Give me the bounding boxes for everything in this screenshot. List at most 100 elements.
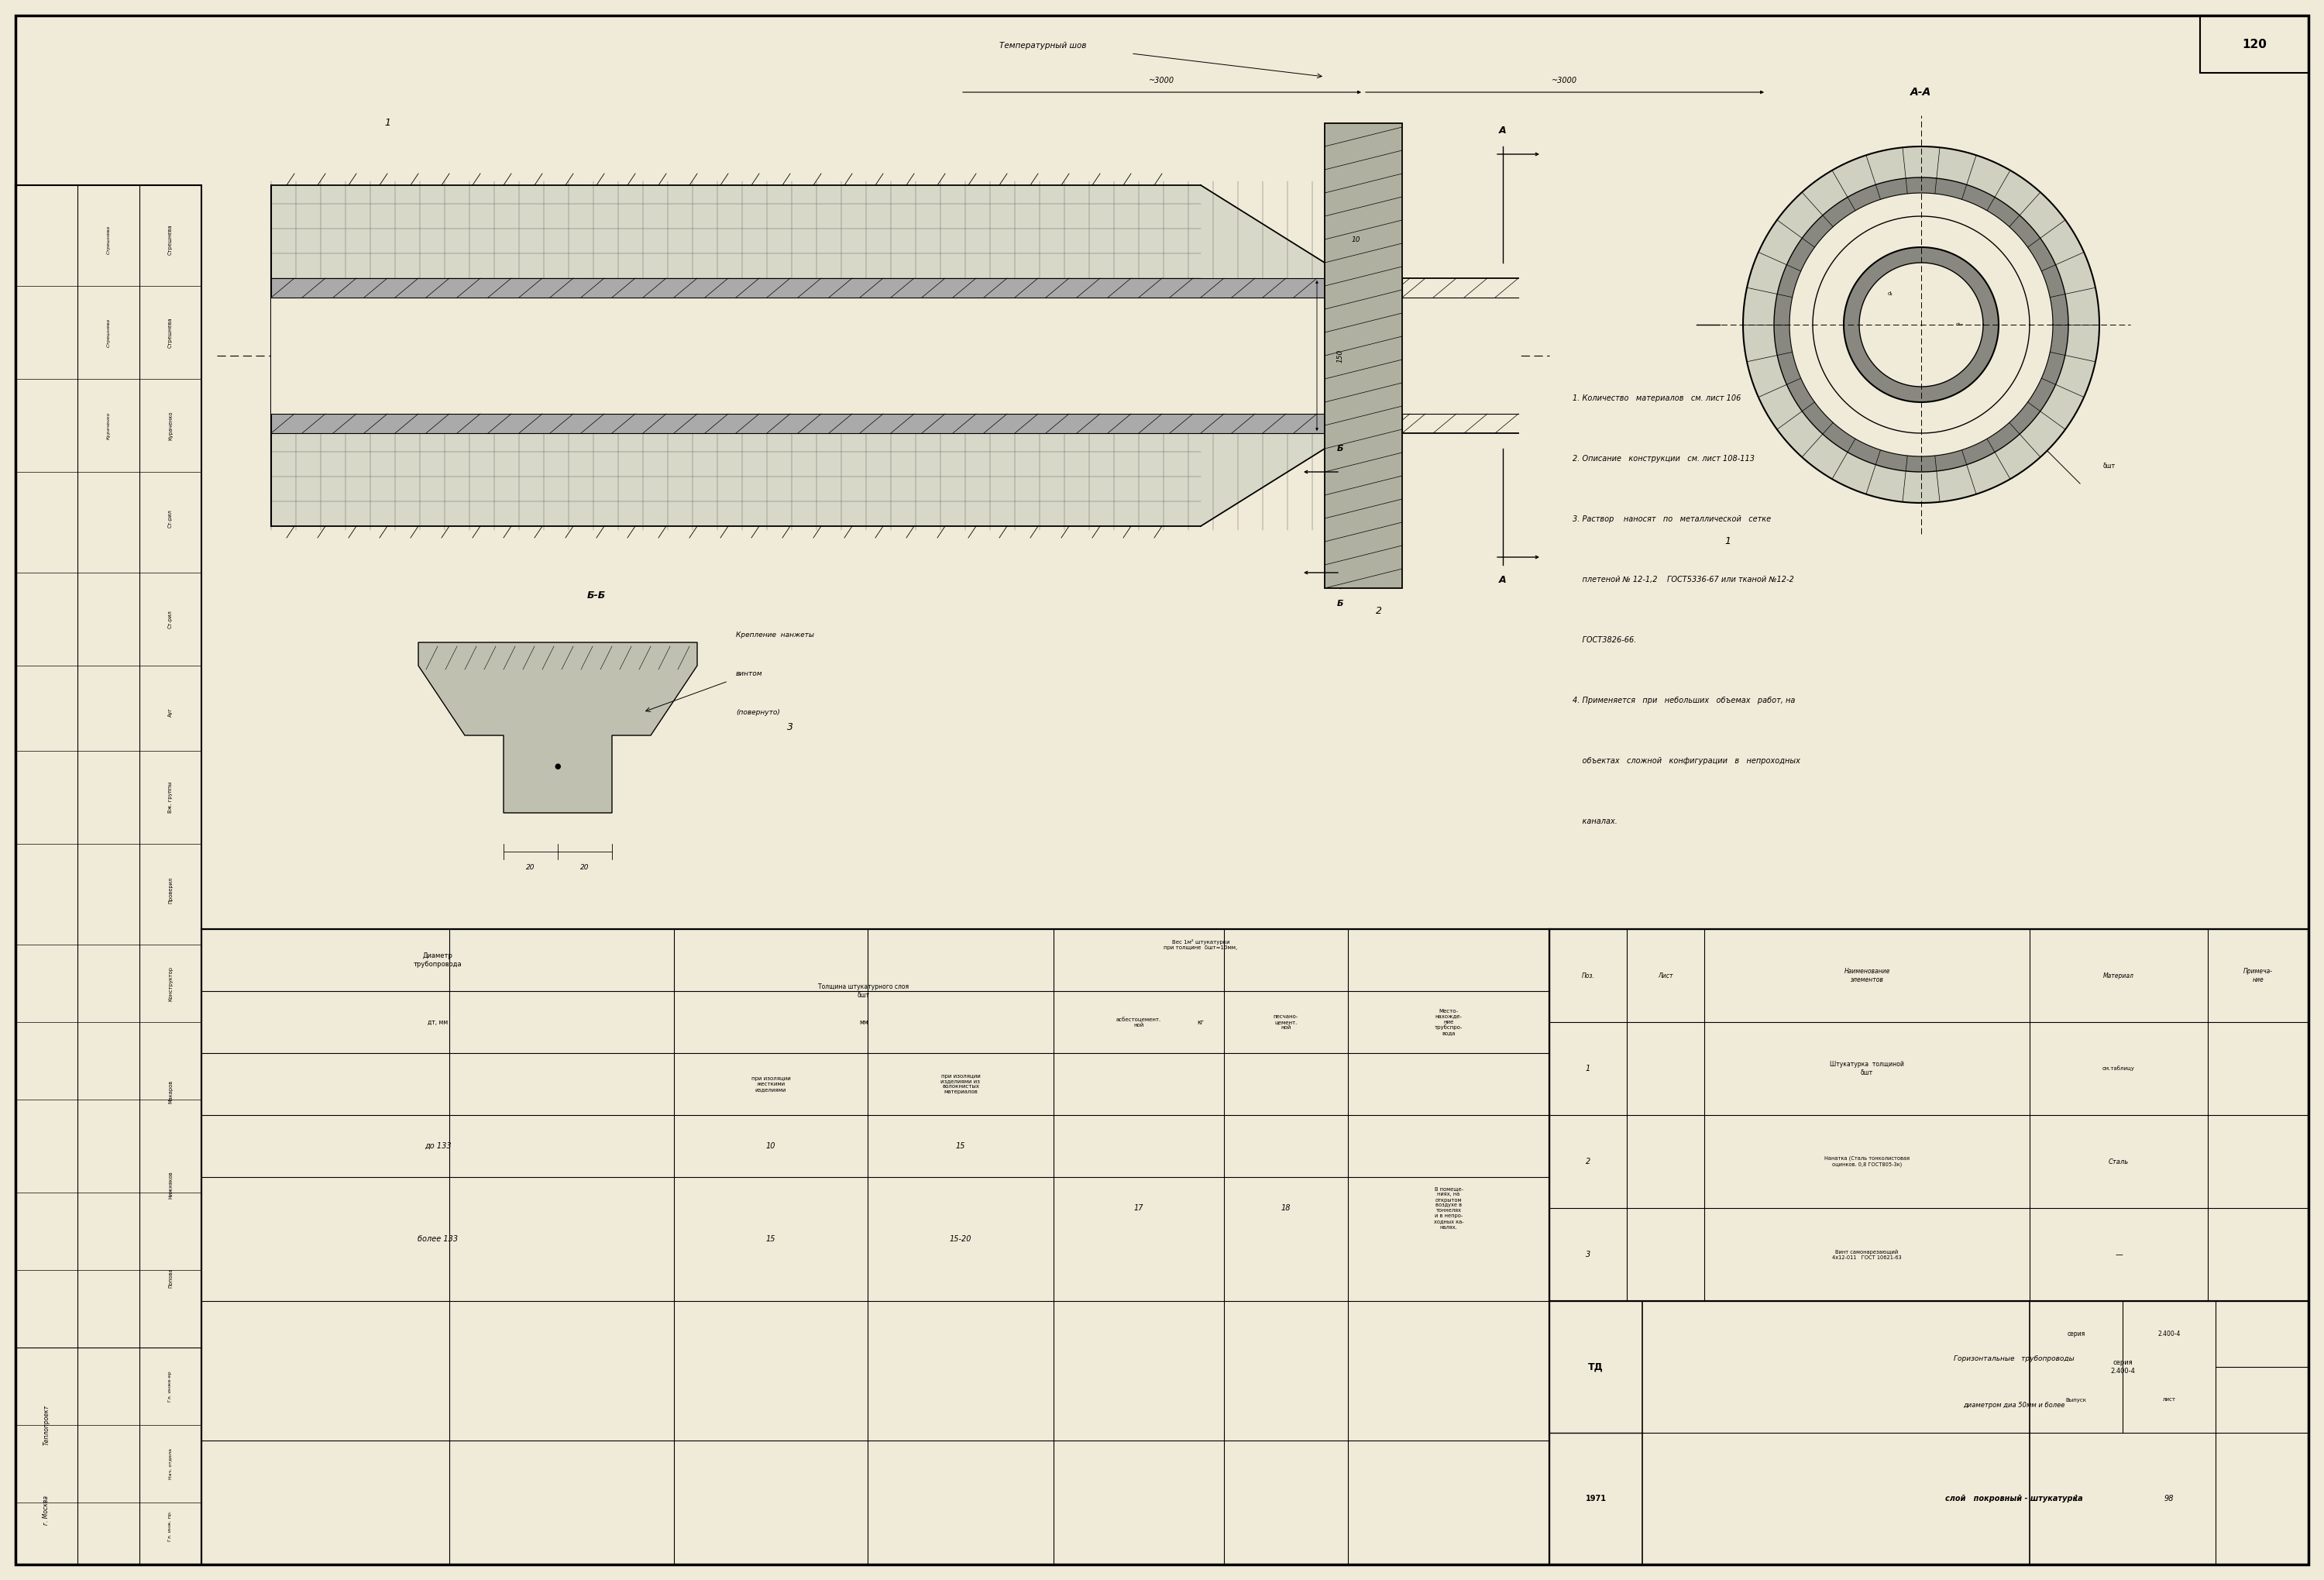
Text: 1: 1 [1724, 537, 1731, 547]
Text: плетеной № 12-1,2    ГОСТ5336-67 или тканой №12-2: плетеной № 12-1,2 ГОСТ5336-67 или тканой… [1573, 575, 1794, 583]
Bar [202, 929, 1550, 1564]
Text: Вж. группы: Вж. группы [167, 782, 172, 814]
Text: при изоляции
жесткими
изделиями: при изоляции жесткими изделиями [751, 1076, 790, 1092]
Text: Диаметр
трубопровода: Диаметр трубопровода [414, 953, 462, 967]
Text: Ауг: Ауг [167, 708, 172, 717]
Text: Примеча-
ние: Примеча- ние [2243, 969, 2273, 983]
Text: 4. Применяется   при   небольших   объемах   работ, на: 4. Применяется при небольших объемах раб… [1573, 697, 1794, 705]
Text: 1971: 1971 [1585, 1495, 1606, 1503]
Text: песчано-
цемент.
ной: песчано- цемент. ной [1274, 1014, 1299, 1030]
Bar [2201, 16, 2308, 73]
Polygon shape [1773, 177, 2068, 472]
Polygon shape [272, 185, 1325, 526]
Text: Ст-рил: Ст-рил [167, 509, 172, 528]
Text: см.таблицу: см.таблицу [2103, 1066, 2136, 1071]
Text: Стрешнева: Стрешнева [107, 318, 112, 348]
Bar [1550, 1300, 1643, 1564]
Polygon shape [1843, 246, 1999, 403]
Text: 2: 2 [1585, 1158, 1590, 1166]
Text: d₂ₘ: d₂ₘ [1957, 322, 1964, 327]
Text: Винт самонарезающий
4х12-011   ГОСТ 10621-63: Винт самонарезающий 4х12-011 ГОСТ 10621-… [1831, 1250, 1901, 1259]
Text: Выпуск: Выпуск [2066, 1398, 2087, 1401]
Text: 17: 17 [1134, 1204, 1143, 1212]
Text: Ст-рил: Ст-рил [167, 610, 172, 629]
Text: кг: кг [1197, 1019, 1204, 1025]
Text: Наименование
элементов: Наименование элементов [1843, 969, 1889, 983]
Text: 1: 1 [1585, 1065, 1590, 1073]
Text: Нач. отдела: Нач. отдела [167, 1449, 172, 1479]
Text: А-А: А-А [1910, 87, 1931, 98]
Text: винтом: винтом [737, 670, 762, 676]
Text: 120: 120 [2243, 38, 2266, 51]
Polygon shape [1743, 147, 2099, 502]
Text: 18: 18 [1281, 1204, 1290, 1212]
Text: 15: 15 [955, 1142, 964, 1150]
Bar [2029, 1300, 2308, 1564]
Text: дт, мм: дт, мм [428, 1019, 449, 1025]
Text: до 133: до 133 [425, 1142, 451, 1150]
Text: серия: серия [2066, 1330, 2085, 1337]
Text: Штукатурка  толщиной
δшт: Штукатурка толщиной δшт [1829, 1062, 1903, 1076]
Text: Б-Б: Б-Б [588, 591, 607, 600]
Polygon shape [272, 414, 1401, 433]
Text: асбестоцемент.
ной: асбестоцемент. ной [1116, 1016, 1162, 1027]
Text: 10: 10 [767, 1142, 776, 1150]
Bar [16, 185, 202, 1564]
Text: A: A [1499, 126, 1506, 136]
Text: Кураченко: Кураченко [167, 411, 172, 439]
Polygon shape [1325, 123, 1401, 588]
Bar [1401, 297, 1518, 414]
Text: Б: Б [1336, 446, 1343, 452]
Text: 150: 150 [1336, 349, 1343, 362]
Bar [272, 297, 1401, 414]
Text: лист: лист [2161, 1398, 2175, 1401]
Text: каналах.: каналах. [1573, 817, 1618, 825]
Polygon shape [272, 278, 1401, 297]
Text: Материал: Материал [2103, 972, 2133, 980]
Text: Лист: Лист [1657, 972, 1673, 980]
Text: Макаров: Макаров [167, 1081, 172, 1103]
Text: 3: 3 [788, 722, 792, 733]
Text: 2. Описание   конструкции   см. лист 108-113: 2. Описание конструкции см. лист 108-113 [1573, 455, 1755, 463]
Text: Попова: Попова [167, 1267, 172, 1288]
Text: Нанатка (Сталь тонколистовая
оцинков. 0,8 ГОСТ805-3к): Нанатка (Сталь тонколистовая оцинков. 0,… [1824, 1157, 1910, 1168]
Text: мм: мм [860, 1019, 869, 1025]
Bar [1550, 1300, 2308, 1564]
Text: Крепление  нанжеты: Крепление нанжеты [737, 630, 813, 638]
Text: диаметром диа 50мм и более: диаметром диа 50мм и более [1964, 1401, 2066, 1409]
Text: г. Москва: г. Москва [42, 1496, 51, 1525]
Text: Место-
нахожде-
ние
трубспро-
вода: Место- нахожде- ние трубспро- вода [1434, 1008, 1462, 1035]
Text: 3. Раствор    наносят   по   металлической   сетке: 3. Раствор наносят по металлической сетк… [1573, 515, 1771, 523]
Text: Конструктор: Конструктор [167, 965, 172, 1000]
Text: 10: 10 [1350, 235, 1360, 243]
Text: Поз.: Поз. [1583, 972, 1594, 980]
Text: серия
2.400-4: серия 2.400-4 [2110, 1359, 2136, 1375]
Text: Сталь: Сталь [2108, 1158, 2129, 1164]
Text: δшт: δшт [2103, 463, 2115, 469]
Text: ГОСТ3826-66.: ГОСТ3826-66. [1573, 637, 1636, 645]
Text: Б: Б [1336, 600, 1343, 608]
Text: 15-20: 15-20 [951, 1236, 971, 1243]
Text: 1. Количество   материалов   см. лист 106: 1. Количество материалов см. лист 106 [1573, 395, 1741, 403]
Text: 3: 3 [1585, 1251, 1590, 1258]
Text: при изоляции
изделиями из
волокнистых
материалов: при изоляции изделиями из волокнистых ма… [941, 1073, 981, 1095]
Text: ~3000: ~3000 [1552, 77, 1578, 84]
Text: Вес 1м² штукатурки
при толщине  δшт=10мм,: Вес 1м² штукатурки при толщине δшт=10мм, [1164, 939, 1239, 950]
Text: 20: 20 [525, 864, 535, 871]
Text: Температурный шов: Температурный шов [999, 41, 1085, 49]
Text: d₁: d₁ [1887, 291, 1894, 295]
Polygon shape [418, 643, 697, 812]
Bar [1550, 929, 2308, 1300]
Text: ●: ● [555, 763, 560, 769]
Text: Нижняков: Нижняков [167, 1171, 172, 1199]
Text: —: — [2115, 1251, 2122, 1258]
Text: 2.400-4: 2.400-4 [2157, 1330, 2180, 1337]
Text: Стрешнева: Стрешнева [107, 224, 112, 254]
Text: 2: 2 [1376, 607, 1383, 616]
Text: слой   покровный - штукатурка: слой покровный - штукатурка [1945, 1495, 2082, 1503]
Text: A: A [1499, 575, 1506, 586]
Text: ~3000: ~3000 [1148, 77, 1176, 84]
Text: Стрешнева: Стрешнева [167, 224, 172, 254]
Text: Горизонтальные   трубопроводы: Горизонтальные трубопроводы [1954, 1356, 2075, 1362]
Text: Стрешнева: Стрешнева [167, 318, 172, 348]
